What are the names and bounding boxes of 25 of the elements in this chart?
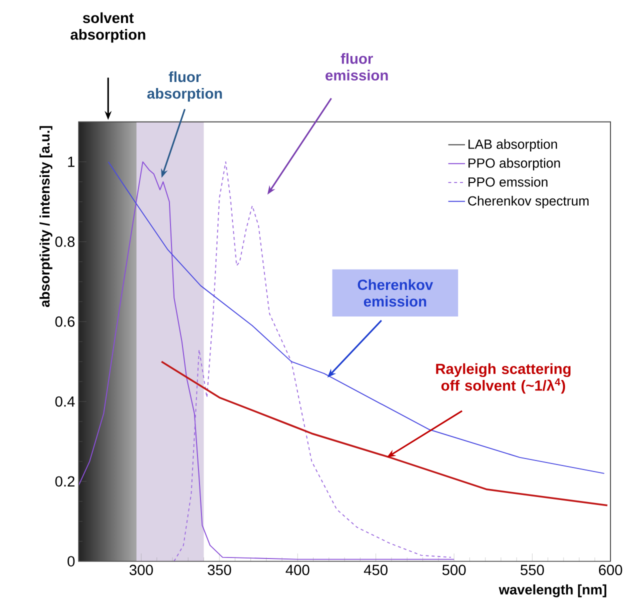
- line-series: [160, 360, 608, 506]
- text: fluor emission: [326, 53, 388, 81]
- y-tick-label: 0: [68, 556, 75, 567]
- annotation: fluor absorption: [147, 72, 222, 102]
- annotation: Cherenkov emission: [358, 279, 434, 307]
- x-tick-label: 600: [598, 564, 622, 576]
- x-tick-label: 500: [442, 564, 466, 576]
- legend-label: PPO absorption: [468, 158, 560, 171]
- x-tick-label: 300: [130, 564, 153, 576]
- y-tick-label: 0.8: [55, 236, 75, 248]
- y-tick-label: 0.4: [55, 396, 75, 407]
- y-tick-label: 1: [68, 157, 74, 168]
- annotation: Rayleigh scattering off solvent (~1/λ$^{4}$): [436, 364, 570, 394]
- y-tick-label: 0.2: [55, 476, 74, 487]
- x-tick-label: 400: [286, 564, 310, 576]
- legend-label: LAB absorption: [468, 139, 557, 152]
- x-tick-label: 550: [520, 564, 544, 576]
- x-axis-title: wavelength [nm]: [498, 584, 606, 598]
- x-tick-label: 350: [208, 564, 232, 576]
- y-axis-title: absorptivity / intensity [a.u.]: [40, 126, 52, 308]
- legend-label: PPO emssion: [468, 177, 548, 187]
- x-tick-label: 450: [364, 564, 388, 576]
- legend-label: Cherenkov spectrum: [468, 196, 589, 208]
- text: solvent absorption: [70, 12, 146, 43]
- y-tick-label: 0.6: [55, 316, 75, 328]
